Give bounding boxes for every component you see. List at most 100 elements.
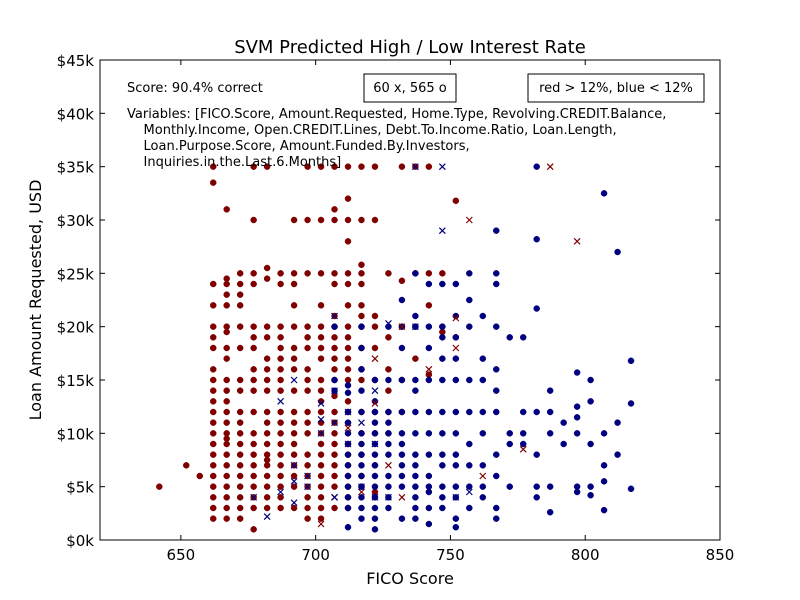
data-point — [398, 163, 406, 170]
data-point — [479, 408, 487, 416]
data-point — [385, 440, 392, 448]
data-point — [398, 296, 406, 304]
data-point-x — [546, 163, 554, 171]
data-point — [371, 526, 379, 533]
data-point — [425, 270, 433, 277]
data-point — [587, 483, 594, 490]
data-point — [263, 163, 271, 170]
data-point — [263, 440, 271, 448]
x-tick-label: 800 — [571, 546, 600, 564]
data-point — [250, 472, 257, 480]
data-point — [439, 504, 446, 512]
x-tick-label: 750 — [436, 546, 465, 564]
data-point — [250, 280, 257, 288]
data-point — [573, 488, 581, 496]
data-point — [385, 334, 392, 341]
data-point — [560, 419, 567, 426]
data-point — [533, 451, 540, 458]
data-point-x — [371, 440, 379, 448]
data-point — [290, 366, 298, 373]
data-point — [317, 323, 325, 330]
y-tick-label: $25k — [57, 265, 95, 283]
data-point — [250, 526, 257, 533]
data-point — [358, 261, 365, 269]
data-point-x — [317, 416, 325, 423]
data-point — [614, 451, 621, 458]
data-point — [587, 376, 594, 384]
data-point — [412, 462, 419, 469]
data-point — [250, 440, 257, 448]
data-point — [425, 163, 433, 170]
data-point — [358, 408, 365, 416]
data-point-x — [411, 323, 419, 331]
data-point — [600, 478, 608, 485]
data-point — [439, 376, 446, 384]
data-point-x — [358, 488, 365, 496]
data-point — [519, 440, 527, 448]
data-point — [290, 355, 298, 362]
chart-title: SVM Predicted High / Low Interest Rate — [234, 37, 586, 58]
data-point — [358, 302, 365, 309]
data-point — [358, 323, 365, 330]
data-point — [493, 515, 500, 522]
y-tick-label: $5k — [66, 479, 94, 497]
data-point — [358, 451, 365, 458]
data-point — [385, 504, 392, 512]
data-point — [358, 504, 365, 512]
data-point — [358, 216, 365, 224]
data-point — [358, 440, 365, 448]
data-point — [344, 419, 352, 426]
data-point — [493, 280, 500, 288]
data-point — [209, 515, 217, 522]
data-point-x — [452, 493, 460, 501]
data-point-x — [317, 400, 325, 407]
data-point — [344, 462, 352, 469]
data-point — [331, 440, 338, 448]
data-point — [277, 270, 284, 277]
data-point — [263, 419, 271, 426]
variables-line: Inquiries.in.the.Last.6.Months] — [127, 155, 341, 170]
data-point — [209, 387, 217, 394]
data-point — [317, 440, 325, 448]
data-point — [371, 419, 379, 426]
data-point — [331, 376, 338, 384]
data-point — [209, 472, 217, 480]
data-point-x — [317, 429, 325, 437]
data-point — [277, 387, 284, 394]
data-point — [290, 280, 298, 288]
data-point — [331, 334, 338, 341]
data-point — [344, 389, 352, 397]
data-point — [317, 483, 325, 490]
plot-frame — [99, 59, 721, 541]
data-point — [263, 323, 271, 330]
y-tick-label: $15k — [57, 372, 95, 390]
data-point — [358, 494, 365, 501]
data-point — [358, 462, 365, 469]
data-point — [439, 494, 446, 501]
data-point — [250, 408, 257, 416]
data-point — [304, 216, 311, 224]
data-point — [627, 485, 635, 493]
data-point — [317, 387, 325, 394]
data-point — [304, 515, 311, 522]
data-point — [371, 472, 379, 480]
data-point — [263, 334, 271, 341]
data-point — [263, 408, 271, 416]
data-point — [209, 366, 217, 373]
data-point — [344, 195, 352, 202]
data-point — [317, 344, 325, 352]
data-point — [331, 366, 338, 373]
x-tick-label: 850 — [706, 546, 735, 564]
data-point-x — [465, 488, 473, 496]
data-point — [371, 408, 379, 416]
data-point — [317, 302, 325, 309]
data-point — [304, 334, 311, 341]
data-point — [344, 366, 352, 373]
data-point — [533, 483, 540, 490]
data-point — [519, 430, 527, 437]
data-point — [493, 366, 500, 373]
data-point — [425, 408, 433, 416]
data-point — [573, 369, 581, 376]
data-point — [479, 483, 487, 490]
data-point — [425, 280, 433, 288]
